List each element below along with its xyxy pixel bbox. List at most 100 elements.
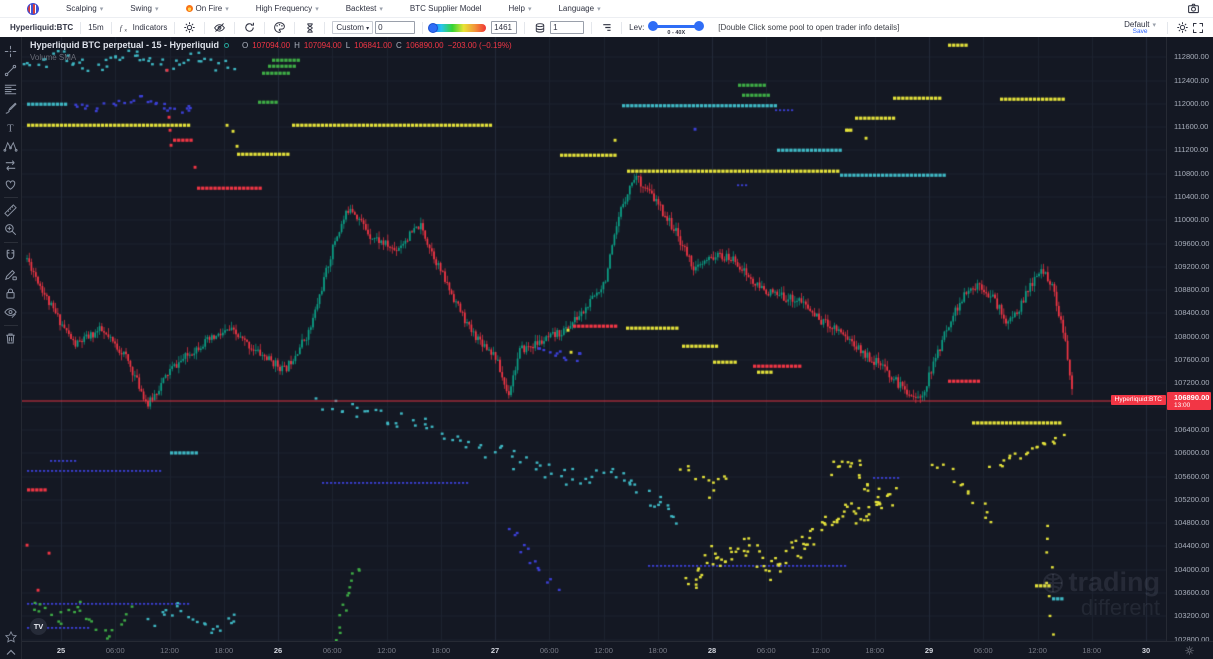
menu-item-on-fire[interactable]: On Fire ▾ bbox=[185, 4, 229, 13]
magnet-icon[interactable] bbox=[3, 248, 19, 264]
price-axis-label: 107600.00 bbox=[1174, 355, 1210, 365]
time-axis-label: 12:00 bbox=[1028, 646, 1047, 655]
axis-settings-corner[interactable] bbox=[1166, 641, 1213, 659]
top-menu-bar: Scalping ▾ Swing ▾ On Fire ▾ High Frequency… bbox=[0, 0, 1213, 18]
chevron-down-icon: ▾ bbox=[99, 5, 104, 13]
price-axis-label: 112800.00 bbox=[1174, 52, 1209, 62]
hourglass-icon[interactable] bbox=[302, 20, 317, 35]
price-axis-label: 107200.00 bbox=[1174, 378, 1210, 388]
bars-back-input[interactable] bbox=[375, 21, 416, 34]
gradient-slider-knob[interactable] bbox=[428, 22, 439, 33]
price-axis-label: 108400.00 bbox=[1174, 308, 1210, 318]
change-value: −203.00 (−0.19%) bbox=[447, 40, 512, 50]
stream-list-icon[interactable] bbox=[599, 20, 614, 35]
chevron-down-icon: ▾ bbox=[155, 5, 159, 13]
depth-input[interactable] bbox=[550, 21, 585, 34]
chevron-down-icon: ▾ bbox=[1152, 21, 1156, 29]
svg-text:T: T bbox=[7, 123, 14, 134]
high-value: 107094.00 bbox=[303, 40, 342, 50]
xabcd-pattern-icon[interactable] bbox=[3, 139, 19, 155]
price-axis[interactable]: 106890.00 13:00 112800.00 112400.00 112000… bbox=[1166, 37, 1213, 644]
close-value: 106890.00 bbox=[405, 40, 444, 50]
heat-gradient-slider[interactable] bbox=[428, 22, 487, 33]
remove-drawings-trash-icon[interactable] bbox=[3, 331, 19, 347]
fib-retracement-icon[interactable] bbox=[3, 82, 19, 98]
hide-all-drawings-icon[interactable] bbox=[3, 305, 19, 321]
menu-item-backtest[interactable]: Backtest ▾ bbox=[346, 4, 383, 13]
menu-item-language[interactable]: Language ▾ bbox=[558, 4, 600, 13]
leverage-slider-knob-max[interactable] bbox=[694, 20, 705, 31]
price-axis-label: 103600.00 bbox=[1174, 588, 1210, 598]
leverage-slider-knob-min[interactable] bbox=[648, 20, 659, 31]
save-layout-button[interactable]: Save bbox=[1132, 28, 1148, 35]
favorites-star-icon[interactable] bbox=[3, 629, 19, 645]
trendline-icon[interactable] bbox=[3, 63, 19, 79]
market-status-icon bbox=[224, 42, 230, 48]
time-axis[interactable]: 25 06:00 12:00 18:00 26 06:00 12:00 18:00 27 06:0… bbox=[22, 641, 1166, 659]
lookback-input[interactable] bbox=[491, 21, 518, 34]
app-logo-icon[interactable] bbox=[27, 2, 39, 15]
menu-item-btc-supplier-model[interactable]: BTC Supplier Model bbox=[410, 4, 482, 13]
chart-symbol-title[interactable]: Hyperliquid BTC perpetual - 15 - Hyperli… bbox=[30, 40, 220, 50]
menu-item-scalping[interactable]: Scalping ▾ bbox=[66, 4, 103, 13]
lock-drawings-icon[interactable] bbox=[3, 286, 19, 302]
countdown-value: 13:00 bbox=[1174, 402, 1191, 410]
current-price-value: 106890.00 bbox=[1174, 393, 1210, 403]
chevron-down-icon: ▾ bbox=[527, 5, 532, 13]
layout-select[interactable]: Default ▾ Save bbox=[1124, 20, 1156, 35]
palette-icon[interactable] bbox=[272, 20, 287, 35]
time-axis-label: 18:00 bbox=[214, 646, 234, 655]
chart-pane[interactable]: Hyperliquid BTC perpetual - 15 - Hyperli… bbox=[22, 37, 1166, 641]
price-axis-label: 103200.00 bbox=[1174, 611, 1210, 621]
pool-mode-value: Custom bbox=[336, 23, 364, 32]
price-axis-label: 104000.00 bbox=[1174, 564, 1210, 574]
timezone-gear-icon[interactable] bbox=[1184, 645, 1195, 656]
time-axis-label: 12:00 bbox=[594, 646, 613, 655]
strategy-settings-gear-icon[interactable] bbox=[182, 20, 197, 35]
menu-item-high-frequency[interactable]: High Frequency ▾ bbox=[256, 4, 319, 13]
time-axis-label: 06:00 bbox=[973, 646, 993, 655]
indicator-legend[interactable]: Volume SMA bbox=[30, 53, 77, 62]
menu-item-help[interactable]: Help ▾ bbox=[509, 4, 532, 13]
indicators-label: Indicators bbox=[132, 23, 168, 32]
time-axis-label: 06:00 bbox=[539, 646, 559, 655]
pool-hint-text: [Double Click some pool to open trader i… bbox=[718, 23, 900, 32]
low-value: 106841.00 bbox=[354, 40, 392, 50]
price-axis-label: 108000.00 bbox=[1174, 331, 1210, 341]
symbol-button[interactable]: Hyperliquid:BTC bbox=[10, 23, 74, 32]
menu-label: High Frequency bbox=[255, 4, 313, 13]
open-value: 107094.00 bbox=[252, 40, 291, 50]
menu-item-swing[interactable]: Swing ▾ bbox=[130, 4, 158, 13]
chevron-down-icon: ▾ bbox=[597, 5, 601, 13]
long-short-position-icon[interactable] bbox=[3, 158, 19, 174]
collapse-chevron-up-icon[interactable] bbox=[3, 648, 19, 657]
layers-icon[interactable] bbox=[532, 20, 547, 35]
camera-icon[interactable] bbox=[1186, 1, 1201, 16]
price-axis-label: 111600.00 bbox=[1174, 122, 1209, 132]
measure-ruler-icon[interactable] bbox=[3, 203, 19, 219]
chart-settings-gear-icon[interactable] bbox=[1175, 20, 1190, 35]
fire-icon bbox=[185, 5, 193, 12]
crosshair-icon[interactable] bbox=[3, 44, 19, 60]
emoji-heart-icon[interactable] bbox=[3, 177, 19, 193]
time-axis-label: 12:00 bbox=[811, 646, 830, 655]
interval-button[interactable]: 15m bbox=[88, 23, 104, 32]
zoom-in-icon[interactable] bbox=[3, 222, 19, 238]
leverage-range-slider[interactable]: 0 - 40X bbox=[648, 20, 705, 36]
fullscreen-icon[interactable] bbox=[1190, 20, 1205, 35]
text-tool-icon[interactable]: T bbox=[3, 120, 19, 136]
price-chart-canvas[interactable] bbox=[22, 37, 1166, 641]
refresh-icon[interactable] bbox=[242, 20, 257, 35]
current-price-symbol-tag: Hyperliquid:BTC bbox=[1110, 395, 1166, 406]
brush-icon[interactable] bbox=[3, 101, 19, 117]
stay-in-drawing-mode-icon[interactable] bbox=[3, 267, 19, 283]
leverage-slider-track[interactable] bbox=[650, 24, 703, 28]
tradingview-logo[interactable]: TV bbox=[30, 618, 47, 635]
pool-mode-select[interactable]: Custom ▾ bbox=[332, 21, 374, 34]
menu-label: BTC Supplier Model bbox=[409, 4, 482, 13]
time-axis-label: 06:00 bbox=[105, 646, 125, 655]
hide-drawings-eye-off-icon[interactable] bbox=[212, 20, 227, 35]
price-axis-label: 105600.00 bbox=[1174, 471, 1210, 481]
